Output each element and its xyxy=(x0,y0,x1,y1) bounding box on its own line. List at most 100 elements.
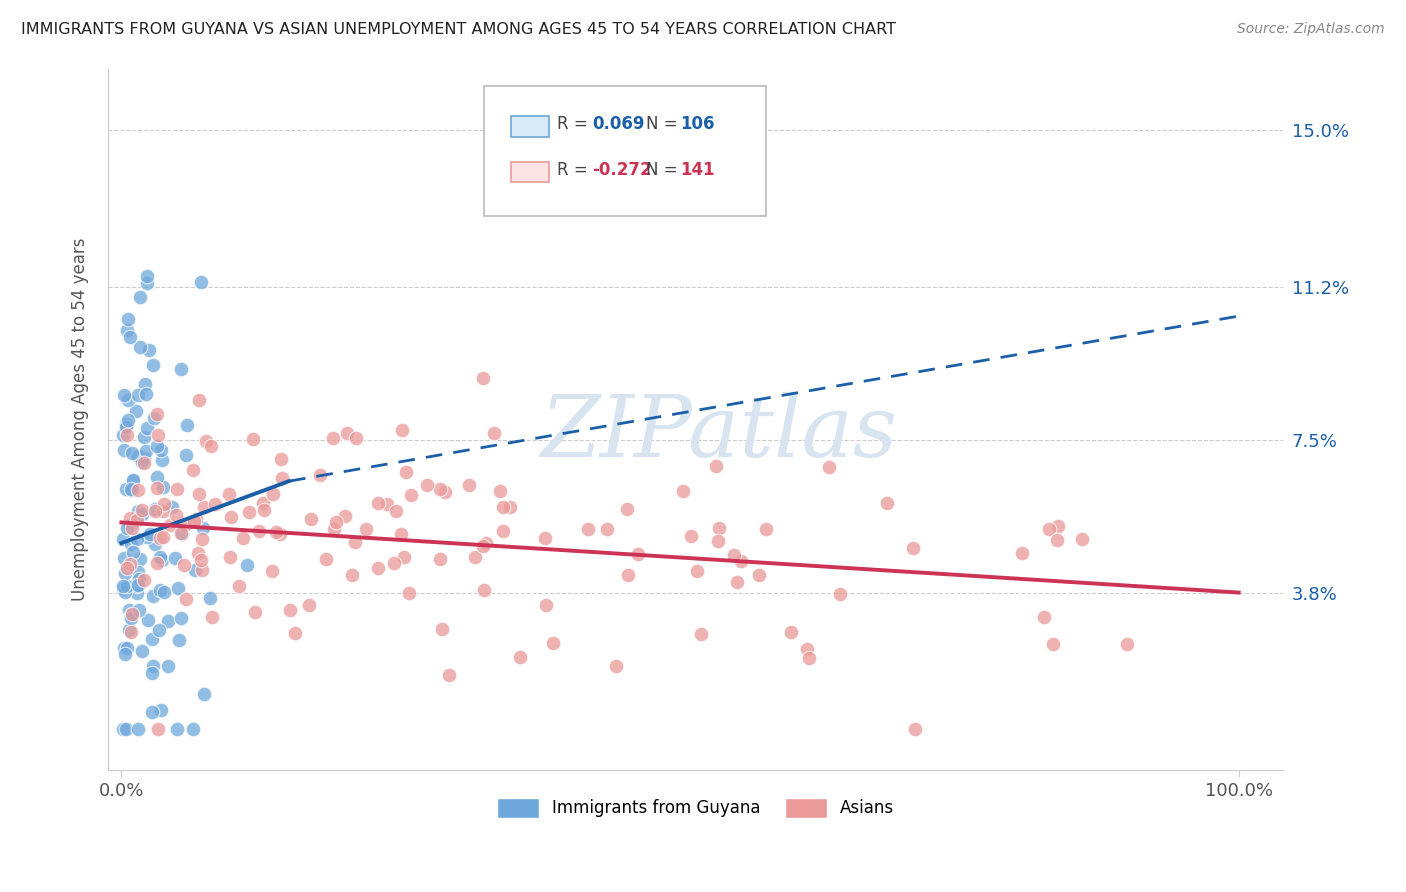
Point xyxy=(131,503,153,517)
Point xyxy=(115,579,138,593)
Point xyxy=(146,439,169,453)
Point xyxy=(278,603,301,617)
Point xyxy=(115,561,138,575)
Point xyxy=(117,521,139,535)
Point xyxy=(394,549,416,564)
Point xyxy=(398,586,420,600)
Point xyxy=(129,290,152,304)
Point xyxy=(170,526,193,541)
Point xyxy=(141,666,163,681)
Point xyxy=(271,471,294,485)
Point xyxy=(174,591,197,606)
Point xyxy=(115,482,138,496)
Point xyxy=(118,557,141,571)
Point xyxy=(112,551,135,566)
Point xyxy=(124,404,146,418)
Point xyxy=(145,407,167,421)
Point xyxy=(193,687,215,701)
Point xyxy=(391,423,413,437)
Point xyxy=(367,496,389,510)
Point xyxy=(1011,546,1033,560)
Point xyxy=(120,519,142,533)
Point xyxy=(828,587,851,601)
Point xyxy=(125,586,148,600)
Point xyxy=(115,420,138,434)
Text: 141: 141 xyxy=(681,161,716,178)
Point xyxy=(142,659,165,673)
Point xyxy=(188,486,211,500)
Point xyxy=(127,565,149,579)
Point xyxy=(149,531,172,545)
Point xyxy=(174,448,197,462)
Point xyxy=(112,388,135,402)
Point xyxy=(190,275,212,289)
Point xyxy=(132,450,155,465)
Point xyxy=(236,558,259,572)
Point xyxy=(492,500,515,515)
Point xyxy=(149,550,172,565)
Point xyxy=(131,455,153,469)
Point xyxy=(333,508,356,523)
Legend: Immigrants from Guyana, Asians: Immigrants from Guyana, Asians xyxy=(491,791,901,825)
Point xyxy=(904,722,927,736)
Point xyxy=(152,497,174,511)
Point xyxy=(146,482,169,496)
Point xyxy=(391,527,413,541)
Point xyxy=(115,428,138,442)
Point xyxy=(686,564,709,578)
Point xyxy=(193,500,215,514)
Point xyxy=(499,500,522,515)
Point xyxy=(142,590,165,604)
Point xyxy=(780,624,803,639)
Point xyxy=(149,442,172,457)
Point xyxy=(200,591,222,605)
Point xyxy=(354,523,377,537)
Point xyxy=(690,627,713,641)
Point xyxy=(509,650,531,665)
FancyBboxPatch shape xyxy=(512,161,548,182)
Point xyxy=(121,520,143,534)
Point xyxy=(176,417,198,432)
Point xyxy=(262,564,284,578)
Point xyxy=(1116,637,1139,651)
Point xyxy=(174,518,197,533)
Point xyxy=(167,632,190,647)
Point xyxy=(120,611,142,625)
Point xyxy=(242,432,264,446)
FancyBboxPatch shape xyxy=(484,86,766,216)
Point xyxy=(797,651,820,665)
Point xyxy=(221,509,243,524)
Point xyxy=(170,527,193,541)
Point xyxy=(1038,522,1060,536)
Point xyxy=(576,522,599,536)
Point xyxy=(299,512,322,526)
Point xyxy=(146,470,169,484)
Point xyxy=(344,431,367,445)
Point xyxy=(627,547,650,561)
Point xyxy=(114,585,136,599)
Point xyxy=(115,417,138,432)
Point xyxy=(166,722,188,736)
Point xyxy=(269,527,291,541)
Text: R =: R = xyxy=(557,115,588,133)
Point xyxy=(111,722,134,736)
Point xyxy=(166,581,188,595)
Point xyxy=(125,578,148,592)
Point xyxy=(135,444,157,458)
Point xyxy=(336,425,359,440)
Point xyxy=(437,668,460,682)
Point xyxy=(121,446,143,460)
Point xyxy=(127,722,149,736)
Point xyxy=(725,575,748,590)
Text: -0.272: -0.272 xyxy=(592,161,652,178)
Point xyxy=(117,311,139,326)
Point xyxy=(262,487,284,501)
Point xyxy=(120,483,142,497)
Point xyxy=(228,579,250,593)
Point xyxy=(401,488,423,502)
Point xyxy=(111,579,134,593)
Point xyxy=(112,641,135,656)
Point xyxy=(395,465,418,479)
Point xyxy=(150,453,173,467)
Point xyxy=(114,647,136,661)
